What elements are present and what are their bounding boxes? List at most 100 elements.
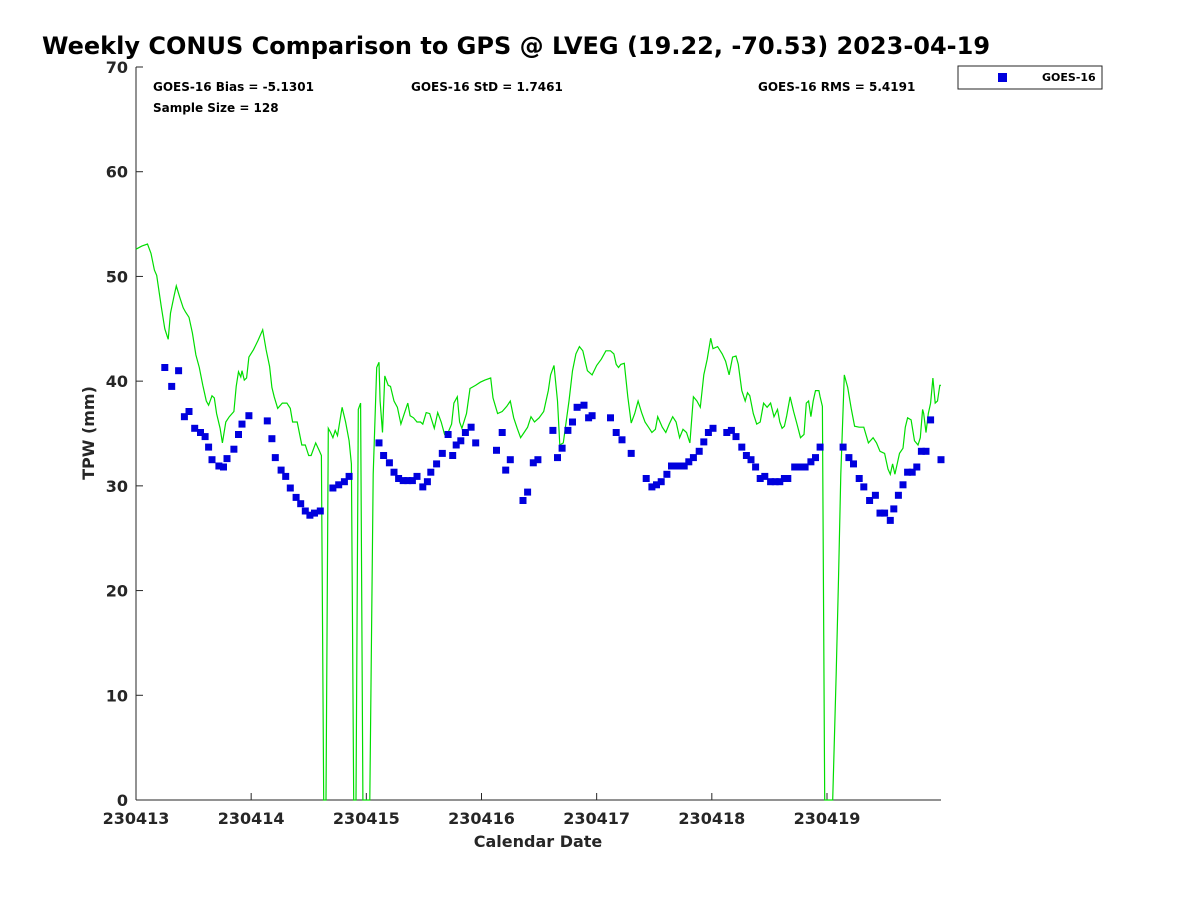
goes-data-point [771,478,779,486]
goes-data-point [245,412,253,420]
goes-data-point [937,456,945,464]
goes-data-point [845,454,853,462]
goes-data-point [449,452,457,459]
legend-marker [998,73,1007,82]
goes-data-point [230,445,238,453]
goes-data-point [197,429,204,436]
y-tick-label: 50 [106,267,128,286]
goes-data-point [668,462,675,470]
goes-data-point [286,484,294,492]
goes-data-point [161,364,169,371]
goes-data-point [390,468,398,476]
goes-data-point [493,446,500,454]
sample-size-stat: Sample Size = 128 [153,101,279,115]
goes-data-point [498,429,506,436]
goes-data-point [175,367,183,375]
goes-data-point [385,459,393,467]
goes-data-point [419,483,427,491]
goes-data-point [612,429,620,436]
goes-data-point [855,475,863,482]
goes-data-point [506,456,514,464]
goes-data-point [922,447,930,455]
goes-data-point [899,481,907,489]
goes-data-point [329,484,337,492]
goes-data-point [554,454,561,462]
goes-data-point [908,468,916,476]
goes-data-point [201,433,209,441]
goes-data-point [316,507,324,515]
y-tick-label: 60 [106,163,128,182]
goes-data-point [423,478,431,486]
goes-data-point [529,459,537,467]
y-ticks: 0 10 20 30 40 50 60 70 [106,58,143,810]
goes-data-point [220,463,227,471]
goes-data-point [700,438,708,446]
goes-data-point [812,454,819,462]
x-tick-label: 230417 [563,809,630,828]
goes-data-point [801,463,809,471]
goes-data-point [345,472,353,480]
y-tick-label: 20 [106,582,128,601]
goes-data-point [689,454,697,462]
goes-data-point [534,456,542,464]
goes-data-point [185,408,193,415]
goes-data-point [413,472,421,480]
goes-data-point [913,463,921,471]
goes-data-point [657,478,665,486]
goes-data-point [292,493,300,501]
goes-data-point [235,431,242,438]
x-ticks: 230413 230414 230415 230416 230417 230418 2304… [103,793,861,828]
x-tick-label: 230419 [794,809,861,828]
legend: GOES-16 [957,65,1103,90]
goes-data-point [375,439,383,447]
goes-data-point [618,436,626,444]
goes-data-point [427,468,435,476]
goes-data-point [306,511,314,519]
goes-data-point [380,452,388,459]
y-tick-label: 70 [106,58,128,77]
gps-series-line [135,243,941,801]
y-tick-label: 40 [106,372,128,391]
bias-stat: GOES-16 Bias = -5.1301 [153,80,314,94]
goes-data-point [727,426,735,434]
goes-data-point [580,401,588,409]
goes-data-point [695,447,703,455]
goes-data-point [886,516,894,524]
goes-series [161,364,945,524]
gps-series [135,243,941,801]
x-tick-label: 230418 [678,809,745,828]
goes-data-point [399,477,407,485]
y-axis-label: TPW (mm) [79,386,98,480]
goes-data-point [452,441,460,449]
goes-data-point [732,433,740,441]
goes-data-point [340,478,348,486]
goes-data-point [648,483,656,491]
goes-data-point [704,429,712,436]
goes-data-point [215,462,223,470]
goes-data-point [438,449,446,457]
goes-data-point [519,497,527,504]
goes-data-point [472,439,480,447]
goes-data-point [723,429,731,436]
goes-data-point [263,417,271,425]
x-tick-label: 230415 [333,809,400,828]
goes-data-point [335,481,343,489]
goes-data-point [680,462,688,470]
goes-data-point [791,463,799,471]
goes-data-point [457,437,465,445]
goes-data-point [653,481,660,489]
goes-data-point [747,456,755,464]
goes-data-point [558,444,566,452]
goes-data-point [569,418,576,426]
goes-data-point [767,478,775,486]
goes-data-point [467,423,475,431]
goes-data-point [564,426,572,434]
goes-data-point [191,424,199,432]
goes-data-point [168,382,176,390]
goes-data-point [839,443,847,451]
goes-data-point [395,475,403,482]
goes-data-point [676,462,684,470]
goes-data-point [738,443,746,451]
goes-data-point [433,460,441,468]
